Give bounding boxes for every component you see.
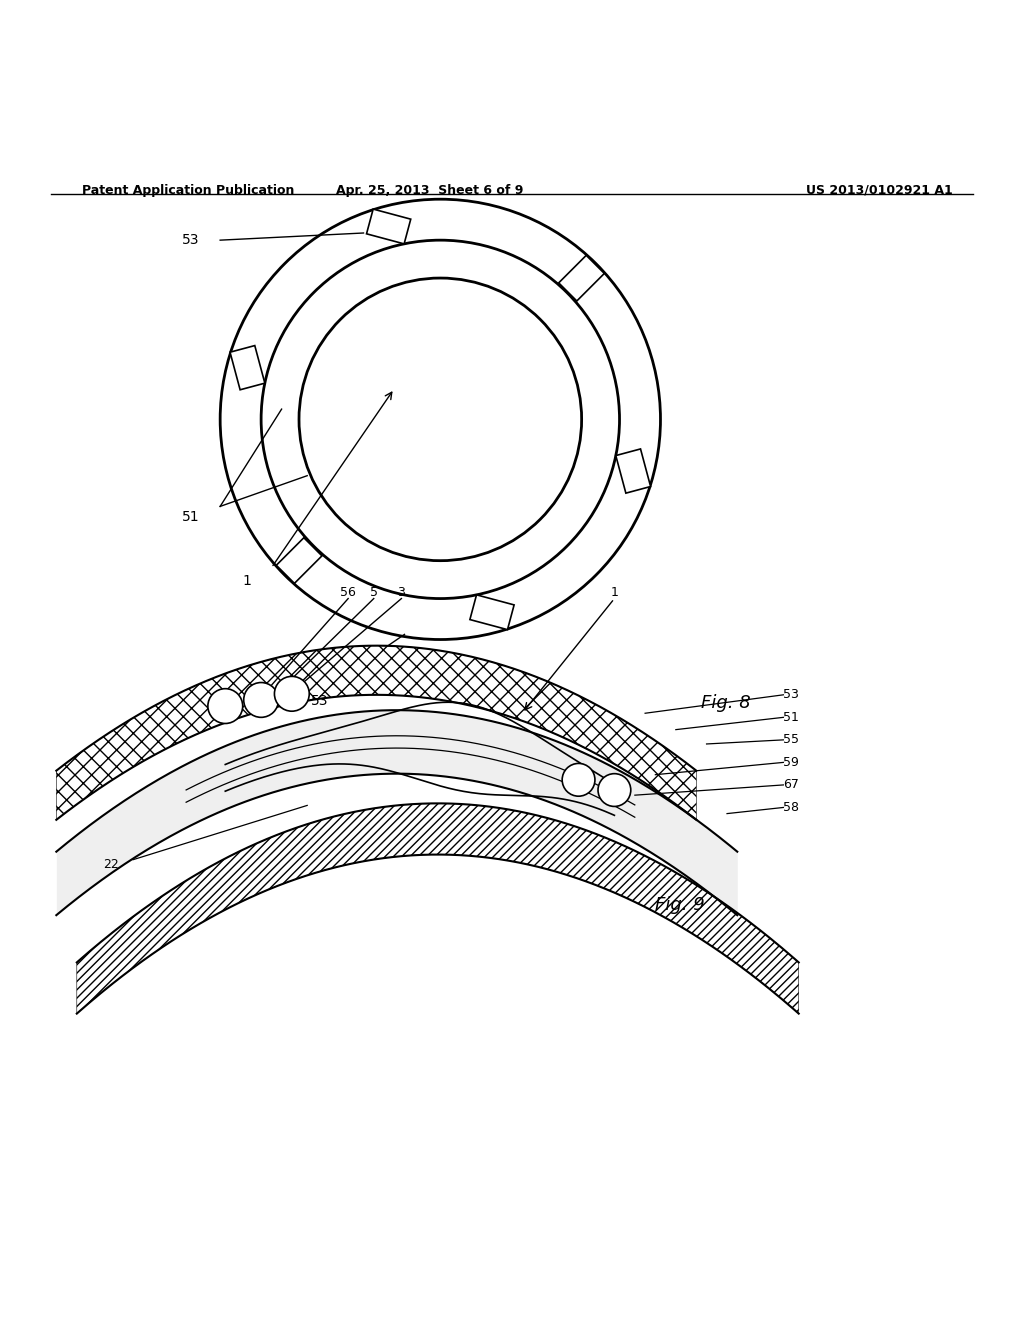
Text: Patent Application Publication: Patent Application Publication (82, 183, 294, 197)
Bar (230, 346, 265, 389)
Circle shape (274, 676, 309, 711)
Text: 67: 67 (783, 779, 800, 792)
Text: 1: 1 (242, 574, 251, 589)
Bar (367, 209, 411, 244)
Text: 51: 51 (783, 711, 800, 723)
Text: 51: 51 (182, 510, 200, 524)
Text: 5: 5 (370, 586, 378, 598)
Circle shape (208, 689, 243, 723)
Bar (470, 595, 514, 630)
Circle shape (598, 774, 631, 807)
Circle shape (562, 763, 595, 796)
Text: Apr. 25, 2013  Sheet 6 of 9: Apr. 25, 2013 Sheet 6 of 9 (337, 183, 523, 197)
Bar (276, 537, 322, 583)
Text: 1: 1 (610, 586, 618, 598)
Text: 58: 58 (783, 801, 800, 814)
Text: 53: 53 (182, 234, 200, 247)
Text: Fig. 8: Fig. 8 (701, 694, 752, 711)
Bar (615, 449, 650, 494)
Text: 3: 3 (397, 586, 406, 598)
Circle shape (244, 682, 279, 717)
Text: 22: 22 (102, 858, 119, 871)
Text: US 2013/0102921 A1: US 2013/0102921 A1 (806, 183, 952, 197)
Bar (559, 255, 604, 301)
Text: 53: 53 (310, 694, 329, 708)
Text: 55: 55 (783, 734, 800, 746)
Text: Fig. 9: Fig. 9 (655, 895, 706, 913)
Text: 59: 59 (783, 756, 800, 768)
Text: 56: 56 (340, 586, 356, 598)
Text: 53: 53 (783, 688, 800, 701)
